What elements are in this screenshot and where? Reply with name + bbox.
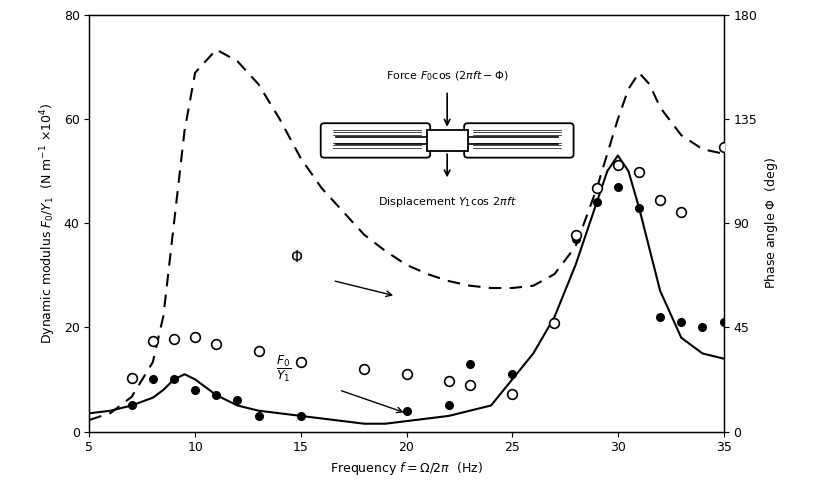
Text: $\Phi$: $\Phi$	[290, 249, 303, 265]
Text: $\dfrac{F_0}{Y_1}$: $\dfrac{F_0}{Y_1}$	[276, 354, 292, 384]
Text: Force $F_0\cos\,(2\pi ft-\Phi)$: Force $F_0\cos\,(2\pi ft-\Phi)$	[386, 69, 508, 83]
FancyBboxPatch shape	[427, 129, 467, 151]
FancyBboxPatch shape	[320, 123, 430, 158]
Y-axis label: Phase angle $\Phi$  (deg): Phase angle $\Phi$ (deg)	[763, 157, 780, 289]
X-axis label: Frequency $f = \Omega/2\pi$  (Hz): Frequency $f = \Omega/2\pi$ (Hz)	[330, 460, 483, 477]
Text: Displacement $Y_1\cos\,2\pi ft$: Displacement $Y_1\cos\,2\pi ft$	[378, 195, 516, 209]
FancyBboxPatch shape	[464, 123, 574, 158]
Y-axis label: Dynamic modulus $F_0/Y_1$  (N m$^{-1}$ $\times$10$^4$): Dynamic modulus $F_0/Y_1$ (N m$^{-1}$ $\…	[38, 103, 59, 344]
